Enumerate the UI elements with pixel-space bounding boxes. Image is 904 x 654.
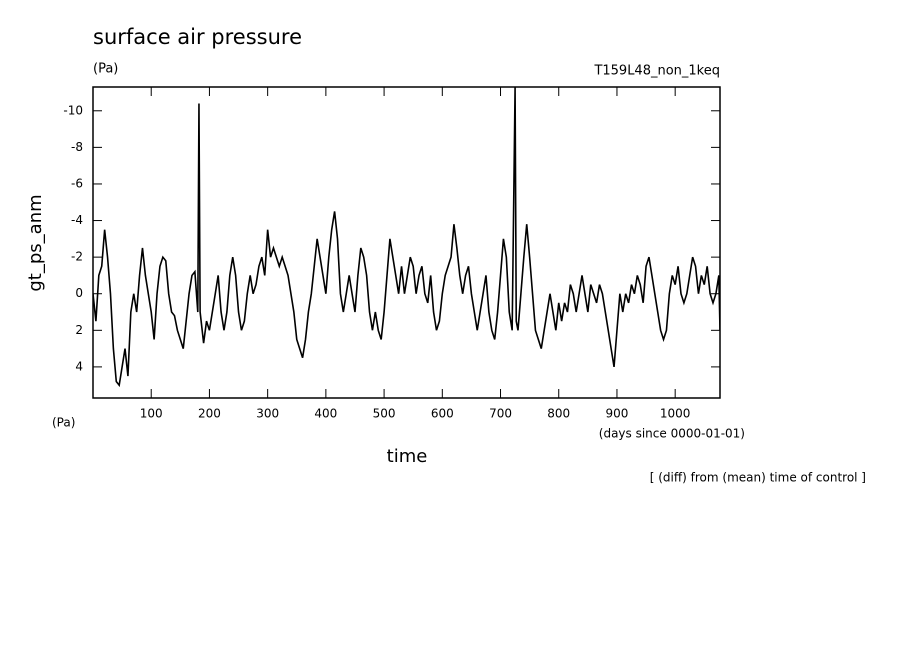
- y-tick-label: 4: [75, 359, 83, 373]
- x-tick-label: 200: [198, 407, 221, 421]
- y-tick-label: -10: [63, 103, 83, 117]
- x-tick-label: 1000: [660, 407, 691, 421]
- chart-title: surface air pressure: [93, 25, 302, 49]
- x-tick-label: 700: [489, 407, 512, 421]
- plot-frame: [92, 86, 721, 399]
- unit-label: (Pa): [93, 62, 118, 77]
- x-tick-label: 300: [256, 407, 279, 421]
- y-tick-label: -4: [71, 213, 83, 227]
- x-tick-label: 900: [606, 407, 629, 421]
- x-tick-label: 100: [140, 407, 163, 421]
- y-tick-label: -8: [71, 140, 83, 154]
- y-tick-label: -6: [71, 176, 83, 190]
- x-tick-label: 400: [314, 407, 337, 421]
- x-tick-label: 600: [431, 407, 454, 421]
- x-tick-label: 800: [547, 407, 570, 421]
- plot-area: [93, 87, 720, 388]
- x-unit-label: (days since 0000-01-01): [599, 427, 745, 441]
- run-label: T159L48_non_1keq: [593, 64, 720, 79]
- x-tick-label: 500: [373, 407, 396, 421]
- y-unit-label: (Pa): [52, 416, 75, 430]
- x-axis-title: time: [387, 446, 428, 467]
- y-tick-label: -2: [71, 250, 83, 264]
- y-axis-title: gt_ps_anm: [25, 194, 46, 291]
- y-tick-label: 2: [75, 323, 83, 337]
- y-tick-label: 0: [75, 286, 83, 300]
- note: [ (diff) from (mean) time of control ]: [650, 471, 866, 485]
- data-line: [93, 87, 720, 388]
